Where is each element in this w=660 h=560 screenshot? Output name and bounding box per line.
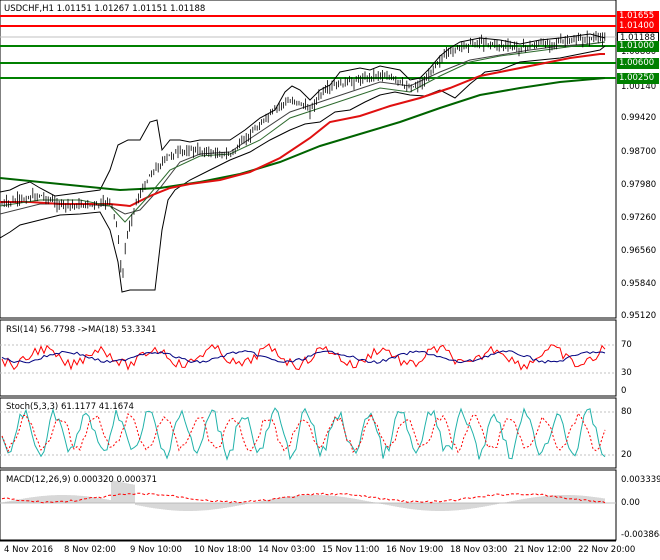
level-box-support-1: 1.01000 — [617, 41, 659, 52]
level-box-resistance-2: 1.01400 — [617, 21, 659, 32]
bollinger-middle-band — [0, 41, 606, 215]
macd-histogram — [1, 480, 605, 511]
stoch-title: Stoch(5,3,3) 61.1177 41.1674 — [6, 402, 134, 412]
price-label: 0.98700 — [621, 147, 657, 157]
macd-axis-zero: 0.00 — [621, 498, 640, 508]
time-label: 22 Nov 20:00 — [578, 545, 636, 555]
time-label: 15 Nov 11:00 — [322, 545, 380, 555]
stoch-axis-80: 80 — [621, 407, 632, 417]
stoch-main-line — [1, 407, 606, 461]
level-box-support-3: 1.00250 — [617, 73, 659, 84]
bollinger-upper-band — [0, 33, 606, 197]
level-box-resistance-1: 1.01655 — [617, 11, 659, 22]
price-label: 1.00860 — [621, 47, 657, 57]
time-label: 8 Nov 02:00 — [64, 545, 116, 555]
rsi-axis-30: 30 — [621, 368, 632, 378]
time-label: 9 Nov 10:00 — [130, 545, 182, 555]
stoch-panel[interactable] — [0, 397, 617, 469]
rsi-ma-line — [1, 350, 606, 364]
time-label: 4 Nov 2016 — [4, 545, 54, 555]
price-candles — [1, 30, 606, 278]
rsi-axis-0: 0 — [621, 386, 627, 396]
time-label: 16 Nov 19:00 — [386, 545, 444, 555]
symbol-title: USDCHF,H1 1.01151 1.01267 1.01151 1.0118… — [4, 4, 206, 14]
green-moving-average — [0, 77, 606, 192]
macd-axis-top: 0.003339 — [621, 475, 660, 485]
time-label: 21 Nov 12:00 — [514, 545, 572, 555]
time-label: 10 Nov 18:00 — [194, 545, 252, 555]
time-label: 18 Nov 03:00 — [450, 545, 508, 555]
macd-signal-line — [1, 492, 606, 504]
level-box-support-2: 1.00600 — [617, 58, 659, 69]
macd-panel[interactable] — [0, 469, 617, 541]
rsi-title: RSI(14) 56.7798 ->MA(18) 53.3341 — [6, 325, 157, 335]
price-label: 0.95840 — [621, 279, 657, 289]
stoch-signal-line — [1, 412, 606, 454]
price-label: 0.96560 — [621, 246, 657, 256]
red-moving-average — [0, 53, 605, 208]
dark-green-ma-fast — [0, 41, 606, 223]
rsi-panel[interactable] — [0, 319, 617, 397]
price-label: 1.00140 — [621, 82, 657, 92]
rsi-axis-70: 70 — [621, 340, 632, 350]
price-label: 0.97980 — [621, 180, 657, 190]
time-label: 14 Nov 03:00 — [258, 545, 316, 555]
price-label: 0.95120 — [621, 311, 657, 321]
stoch-axis-20: 20 — [621, 450, 632, 460]
main-price-panel[interactable] — [0, 0, 617, 319]
bollinger-lower-band — [0, 45, 606, 293]
price-label: 0.97260 — [621, 213, 657, 223]
macd-title: MACD(12,26,9) 0.000320 0.000371 — [6, 475, 158, 485]
price-label: 0.99420 — [621, 113, 657, 123]
